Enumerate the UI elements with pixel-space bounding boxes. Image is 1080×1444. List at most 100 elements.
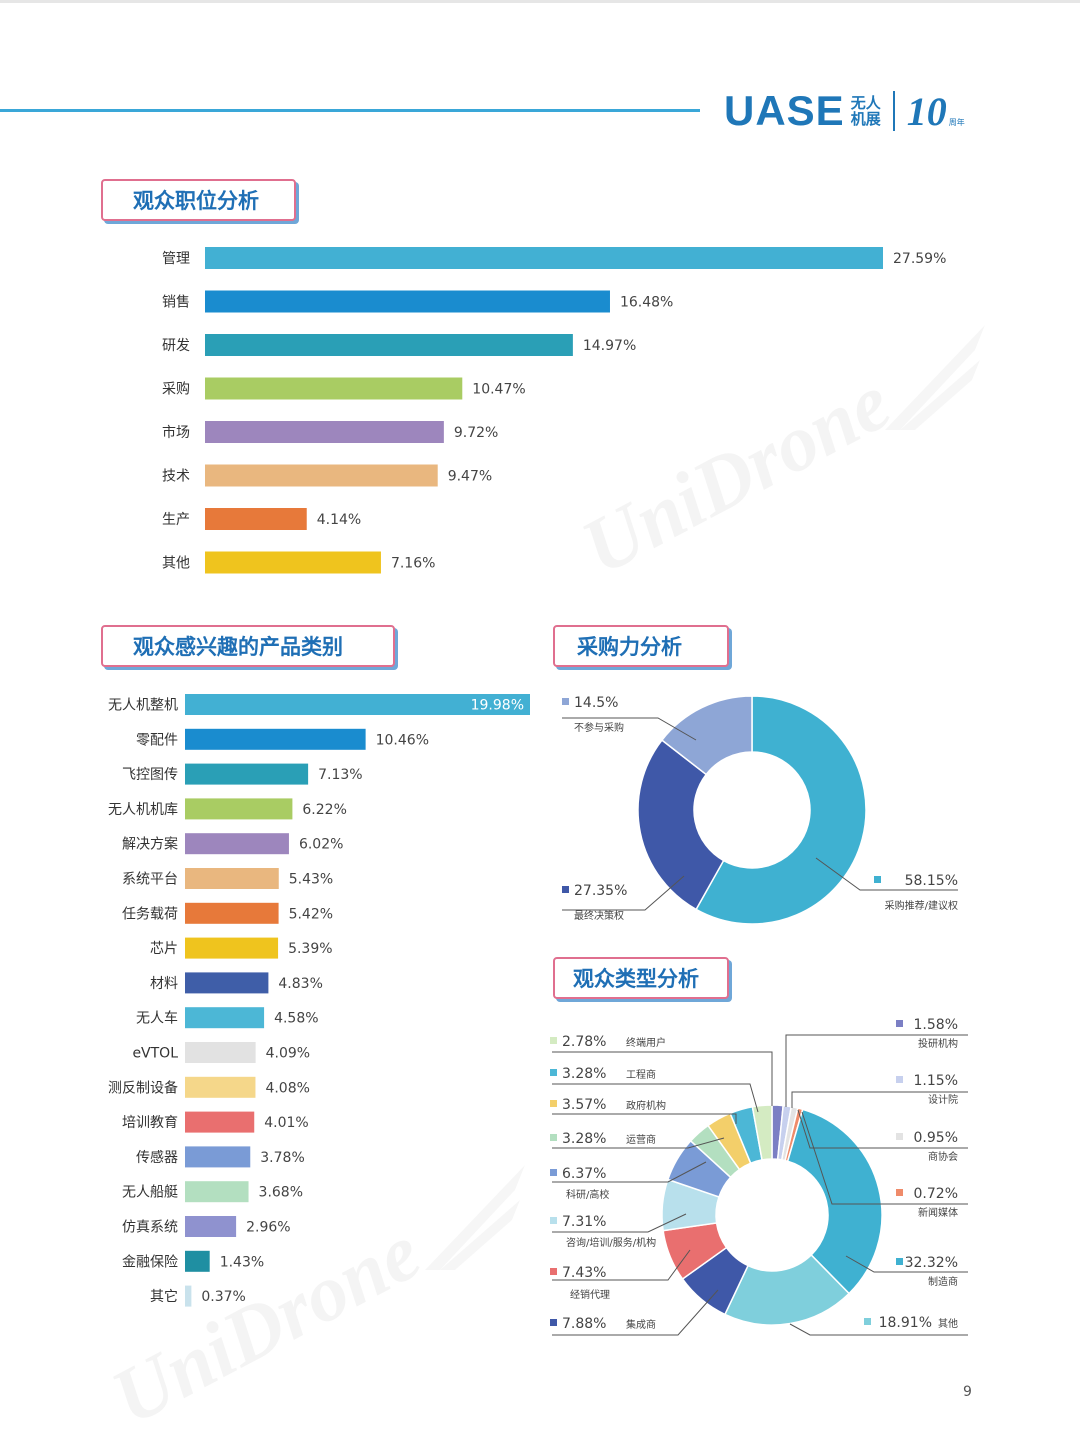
legend-marker	[550, 1037, 557, 1044]
category-label: 无人船艇	[122, 1185, 178, 1201]
category-label: 销售	[162, 295, 190, 311]
leader-line	[797, 1109, 968, 1149]
bar	[185, 798, 293, 820]
value-label: 9.72%	[454, 425, 498, 441]
leader-line	[791, 1091, 968, 1108]
leader-line	[789, 1323, 968, 1336]
bar	[185, 972, 269, 994]
legend-marker	[896, 1133, 903, 1140]
category-label: 培训教育	[122, 1115, 178, 1131]
value-label: 6.22%	[302, 802, 346, 818]
slice-value-label: 18.91%	[879, 1315, 932, 1331]
leader-line	[552, 1137, 725, 1149]
leader-line	[815, 857, 958, 891]
donut-slice	[660, 695, 753, 776]
slice-value-label: 3.28%	[562, 1066, 606, 1082]
category-label: 其他	[162, 556, 190, 572]
logo-separator	[892, 91, 895, 131]
value-label: 4.01%	[264, 1115, 308, 1131]
category-label: 市场	[162, 424, 190, 441]
category-label: 金融保险	[122, 1254, 178, 1270]
page-number: 9	[963, 1384, 972, 1400]
category-label: 其它	[150, 1288, 178, 1305]
section-title-purchase: 采购力分析	[553, 625, 729, 667]
donut-slice	[786, 1108, 883, 1295]
slice-value-label: 14.5%	[574, 695, 618, 711]
donut-slice	[723, 1253, 851, 1326]
logo-cn-top: 无人	[850, 94, 881, 112]
bar	[205, 334, 573, 356]
legend-marker	[896, 1189, 903, 1196]
purchase-donut-chart: 58.15% 采购推荐/建议权 27.35% 最终决策权 14.5% 不参与采购	[562, 695, 958, 925]
value-label: 4.08%	[265, 1080, 309, 1096]
slice-category-label: 投研机构	[918, 1037, 958, 1050]
slice-value-label: 6.37%	[562, 1166, 606, 1182]
legend-marker	[550, 1069, 557, 1076]
legend-marker	[550, 1217, 557, 1224]
value-label: 7.16%	[391, 556, 435, 572]
value-label: 19.98%	[471, 698, 524, 714]
bar	[205, 421, 444, 443]
legend-marker	[550, 1169, 557, 1176]
slice-value-label: 3.57%	[562, 1097, 606, 1113]
legend-marker	[550, 1268, 557, 1275]
section-title-position: 观众职位分析	[101, 179, 296, 221]
section-title-product: 观众感兴趣的产品类别	[101, 625, 395, 667]
donut-slice	[637, 739, 725, 911]
slice-category-label: 商协会	[928, 1150, 958, 1163]
category-label: 系统平台	[122, 872, 178, 888]
slice-category-label: 新闻媒体	[918, 1206, 958, 1219]
category-label: 任务载荷	[122, 906, 178, 922]
leader-line	[552, 1113, 737, 1124]
value-label: 6.02%	[299, 837, 343, 853]
leader-line	[552, 1249, 691, 1281]
bar	[185, 1076, 256, 1098]
bar	[185, 1007, 265, 1029]
slice-value-label: 58.15%	[905, 873, 958, 889]
value-label: 4.14%	[317, 512, 361, 528]
slice-value-label: 27.35%	[574, 883, 627, 899]
slice-value-label: 7.31%	[562, 1214, 606, 1230]
value-label: 14.97%	[583, 338, 636, 354]
bar	[185, 1111, 255, 1133]
value-label: 5.43%	[289, 872, 333, 888]
slice-category-label: 咨询/培训/服务/机构	[566, 1236, 656, 1249]
slice-category-label: 制造商	[928, 1275, 958, 1288]
category-label: 无人车	[136, 1010, 178, 1027]
category-label: eVTOL	[132, 1046, 178, 1062]
bar	[185, 1285, 192, 1307]
category-label: 飞控图传	[122, 767, 178, 783]
value-label: 3.68%	[259, 1185, 303, 1201]
legend-marker	[550, 1100, 557, 1107]
slice-value-label: 0.95%	[914, 1130, 958, 1146]
bar	[185, 694, 530, 715]
leader-line	[562, 717, 697, 741]
value-label: 10.46%	[376, 732, 429, 748]
slice-category-label: 集成商	[626, 1318, 656, 1331]
slice-category-label: 科研/高校	[566, 1188, 609, 1201]
slice-value-label: 1.58%	[914, 1017, 958, 1033]
legend-marker	[896, 1020, 903, 1027]
donut-slice	[751, 1104, 773, 1161]
slice-category-label: 采购推荐/建议权	[885, 899, 958, 912]
slice-category-label: 经销代理	[570, 1288, 610, 1301]
value-label: 7.13%	[318, 767, 362, 783]
leader-line	[785, 1034, 968, 1107]
leader-line	[801, 1111, 968, 1205]
bar	[185, 1042, 256, 1063]
slice-value-label: 1.15%	[914, 1073, 958, 1089]
category-label: 材料	[150, 976, 178, 992]
header-rule	[0, 109, 700, 112]
value-label: 4.58%	[274, 1011, 318, 1027]
bar	[205, 551, 381, 574]
legend-marker	[562, 886, 569, 893]
legend-marker	[864, 1318, 871, 1325]
value-label: 5.42%	[289, 906, 333, 922]
category-label: 采购	[162, 382, 190, 398]
category-label: 解决方案	[122, 836, 178, 853]
legend-marker	[896, 1076, 903, 1083]
legend-marker	[550, 1134, 557, 1141]
legend-marker	[896, 1258, 903, 1265]
category-label: 无人机整机	[108, 698, 178, 714]
bar	[205, 508, 307, 530]
